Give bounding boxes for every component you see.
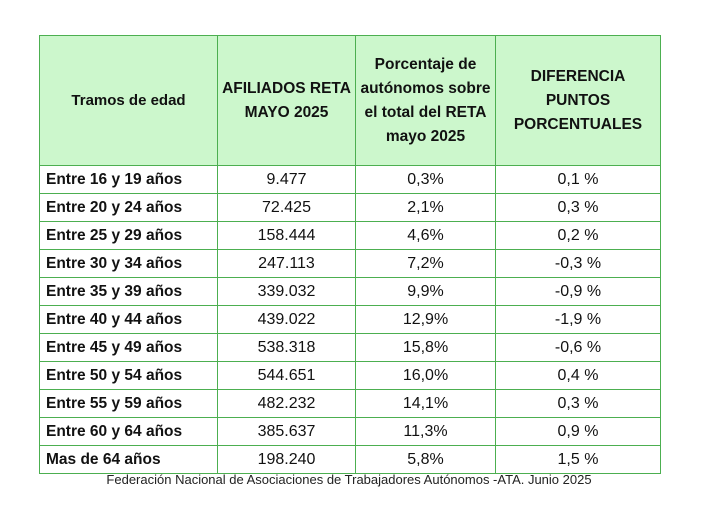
table-row: Entre 40 y 44 años 439.022 12,9% -1,9 % <box>39 305 661 334</box>
table-cell: 9.477 <box>217 165 356 194</box>
table-cell: 538.318 <box>217 333 356 362</box>
table-cell: 247.113 <box>217 249 356 278</box>
table-row: Entre 25 y 29 años 158.444 4,6% 0,2 % <box>39 221 661 250</box>
table-row: Entre 20 y 24 años 72.425 2,1% 0,3 % <box>39 193 661 222</box>
table-cell: 14,1% <box>355 389 496 418</box>
table-cell: 7,2% <box>355 249 496 278</box>
table-cell: 0,1 % <box>495 165 661 194</box>
table-row: Entre 35 y 39 años 339.032 9,9% -0,9 % <box>39 277 661 306</box>
row-label: Entre 55 y 59 años <box>39 389 218 418</box>
table-cell: -1,9 % <box>495 305 661 334</box>
header-row: Tramos de edad AFILIADOS RETA MAYO 2025 Po… <box>39 35 661 166</box>
row-label: Entre 30 y 34 años <box>39 249 218 278</box>
table-cell: 9,9% <box>355 277 496 306</box>
table-cell: -0,9 % <box>495 277 661 306</box>
table-cell: 0,3 % <box>495 193 661 222</box>
table-cell: 16,0% <box>355 361 496 390</box>
table-cell: 4,6% <box>355 221 496 250</box>
table-cell: -0,6 % <box>495 333 661 362</box>
table-row: Entre 55 y 59 años 482.232 14,1% 0,3 % <box>39 389 661 418</box>
table-cell: 11,3% <box>355 417 496 446</box>
row-label: Entre 50 y 54 años <box>39 361 218 390</box>
row-label: Entre 60 y 64 años <box>39 417 218 446</box>
table-cell: 385.637 <box>217 417 356 446</box>
table-cell: 198.240 <box>217 445 356 474</box>
column-header: AFILIADOS RETA MAYO 2025 <box>217 35 356 166</box>
row-label: Entre 35 y 39 años <box>39 277 218 306</box>
table-cell: 482.232 <box>217 389 356 418</box>
table-cell: 158.444 <box>217 221 356 250</box>
row-label: Entre 25 y 29 años <box>39 221 218 250</box>
column-header: Porcentaje de autónomos sobre el total d… <box>355 35 496 166</box>
table-row: Entre 60 y 64 años 385.637 11,3% 0,9 % <box>39 417 661 446</box>
column-header: DIFERENCIA PUNTOS PORCENTUALES <box>495 35 661 166</box>
table-cell: 15,8% <box>355 333 496 362</box>
table-cell: 12,9% <box>355 305 496 334</box>
table-row: Entre 45 y 49 años 538.318 15,8% -0,6 % <box>39 333 661 362</box>
row-label: Mas de 64 años <box>39 445 218 474</box>
table-row: Mas de 64 años 198.240 5,8% 1,5 % <box>39 445 661 474</box>
table-cell: 0,3% <box>355 165 496 194</box>
table-cell: 0,9 % <box>495 417 661 446</box>
table-cell: 0,4 % <box>495 361 661 390</box>
row-label: Entre 16 y 19 años <box>39 165 218 194</box>
footer-note: Federación Nacional de Asociaciones de T… <box>106 472 592 487</box>
table-cell: 339.032 <box>217 277 356 306</box>
table-cell: 2,1% <box>355 193 496 222</box>
row-label: Entre 45 y 49 años <box>39 333 218 362</box>
table-row: Entre 30 y 34 años 247.113 7,2% -0,3 % <box>39 249 661 278</box>
table-body: Entre 16 y 19 años 9.477 0,3% 0,1 % Entre 20… <box>39 165 661 474</box>
row-label: Entre 20 y 24 años <box>39 193 218 222</box>
table-cell: 5,8% <box>355 445 496 474</box>
table-cell: 72.425 <box>217 193 356 222</box>
data-table: Tramos de edad AFILIADOS RETA MAYO 2025 Po… <box>39 35 661 474</box>
column-header: Tramos de edad <box>39 35 218 166</box>
table-cell: 1,5 % <box>495 445 661 474</box>
table-cell: 0,2 % <box>495 221 661 250</box>
table-cell: 544.651 <box>217 361 356 390</box>
table-row: Entre 16 y 19 años 9.477 0,3% 0,1 % <box>39 165 661 194</box>
table-row: Entre 50 y 54 años 544.651 16,0% 0,4 % <box>39 361 661 390</box>
table-cell: 0,3 % <box>495 389 661 418</box>
table-cell: 439.022 <box>217 305 356 334</box>
row-label: Entre 40 y 44 años <box>39 305 218 334</box>
table-cell: -0,3 % <box>495 249 661 278</box>
